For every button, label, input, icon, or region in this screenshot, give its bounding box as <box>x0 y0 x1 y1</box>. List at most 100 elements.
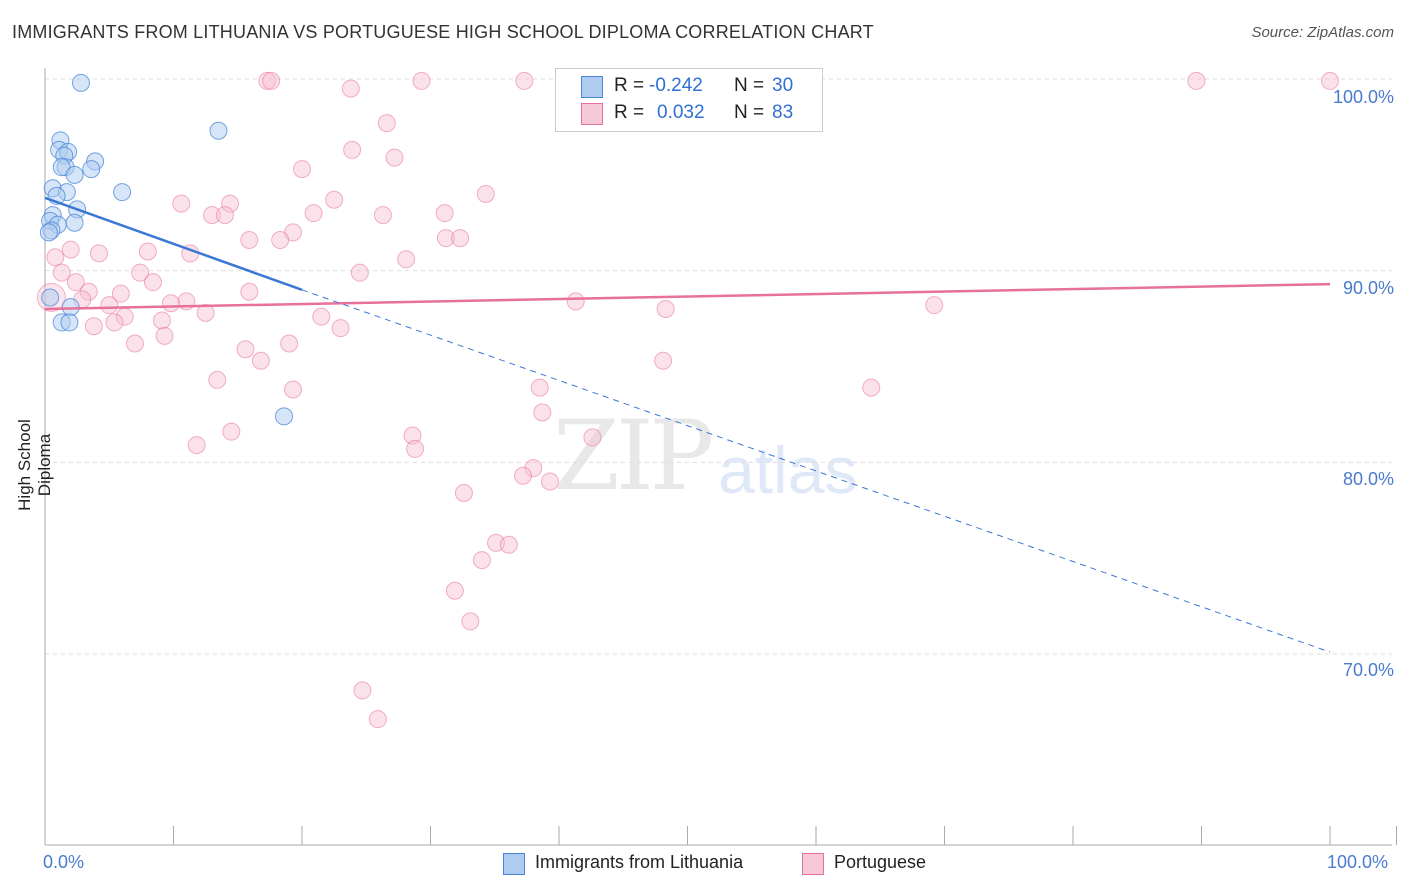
portuguese-point <box>412 71 431 90</box>
chart-title: IMMIGRANTS FROM LITHUANIA VS PORTUGUESE … <box>12 22 874 42</box>
legend-n-value: 83 <box>772 102 794 123</box>
portuguese-point <box>280 334 299 353</box>
portuguese-point <box>533 403 552 422</box>
portuguese-point <box>368 710 387 729</box>
portuguese-point <box>258 71 277 90</box>
lithuania-trend-line <box>44 196 303 292</box>
portuguese-point <box>397 250 416 269</box>
portuguese-point <box>271 231 290 249</box>
portuguese-point <box>499 535 518 554</box>
y-tick-label-90: 90.0% <box>1342 278 1394 298</box>
portuguese-point <box>61 240 80 259</box>
portuguese-point <box>152 311 171 330</box>
legend-r-label: R = <box>614 75 645 96</box>
grid-lines <box>45 78 1392 655</box>
lithuania-points <box>39 73 294 426</box>
portuguese-point <box>524 459 543 478</box>
lithuania-point <box>113 183 132 202</box>
portuguese-point <box>1187 71 1206 90</box>
portuguese-point <box>187 436 206 455</box>
portuguese-point <box>125 334 144 353</box>
bottom-legend-swatch-lithuania <box>503 853 525 875</box>
portuguese-point <box>221 194 240 213</box>
portuguese-point <box>196 303 215 322</box>
lithuania-point <box>61 298 80 317</box>
x-tick-label-max: 100.0% <box>1327 852 1389 872</box>
portuguese-point <box>353 681 372 700</box>
lithuania-point <box>82 160 101 179</box>
portuguese-point <box>862 378 881 397</box>
portuguese-point <box>215 206 234 225</box>
portuguese-point <box>143 273 162 292</box>
portuguese-point <box>472 551 491 570</box>
trend-lines <box>44 196 1331 653</box>
portuguese-point <box>66 273 85 292</box>
portuguese-point <box>406 439 425 458</box>
x-tick-label-min: 0.0% <box>43 852 85 872</box>
portuguese-point <box>373 206 392 225</box>
lithuania-point <box>65 165 84 184</box>
portuguese-point <box>583 428 602 447</box>
portuguese-point <box>111 284 130 303</box>
portuguese-point <box>203 206 222 225</box>
portuguese-point <box>445 581 464 600</box>
legend-r-label: R = <box>614 102 645 123</box>
portuguese-point <box>403 426 422 445</box>
portuguese-point <box>105 313 124 332</box>
portuguese-point <box>925 296 944 315</box>
legend-n-value: 30 <box>772 75 794 96</box>
portuguese-point <box>293 160 311 179</box>
lithuania-point <box>41 288 60 307</box>
legend-r-value: -0.242 <box>649 75 703 96</box>
legend-swatch-blue <box>581 76 603 98</box>
portuguese-point <box>341 79 360 98</box>
source-label: Source: ZipAtlas.com <box>1251 24 1394 41</box>
portuguese-point <box>131 263 150 282</box>
portuguese-point <box>304 204 323 223</box>
portuguese-points <box>36 71 1339 729</box>
portuguese-point <box>514 466 533 485</box>
lithuania-point <box>39 223 58 242</box>
lithuania-point <box>275 407 294 426</box>
portuguese-point <box>343 140 362 159</box>
y-axis-label: High School Diploma <box>15 419 54 511</box>
portuguese-point <box>1321 71 1339 90</box>
legend-n-label: N = <box>734 102 765 123</box>
portuguese-point <box>515 71 534 90</box>
portuguese-point <box>208 370 227 389</box>
portuguese-point <box>312 307 331 326</box>
portuguese-point <box>284 380 303 399</box>
portuguese-point <box>236 340 255 359</box>
portuguese-point <box>138 242 157 261</box>
portuguese-point <box>325 190 344 209</box>
stats-legend: R = -0.242 N = 30 R = 0.032 N = 83 <box>555 68 823 132</box>
watermark-atlas: atlas <box>718 433 858 507</box>
portuguese-point <box>79 282 98 301</box>
watermark-zip: ZIP <box>553 400 714 512</box>
bottom-legend-lithuania: Immigrants from Lithuania <box>535 852 744 872</box>
portuguese-point <box>541 472 560 491</box>
portuguese-trend-line <box>44 282 1331 311</box>
bottom-legend-portuguese: Portuguese <box>834 852 927 872</box>
y-tick-label-80: 80.0% <box>1342 469 1394 489</box>
portuguese-point <box>350 263 369 282</box>
portuguese-point <box>161 294 180 313</box>
portuguese-point <box>656 300 675 318</box>
y-tick-label-100: 100.0% <box>1332 87 1394 107</box>
portuguese-point <box>454 484 473 502</box>
legend-r-value: 0.032 <box>657 102 705 123</box>
portuguese-point <box>84 317 103 336</box>
lithuania-point <box>71 73 90 92</box>
portuguese-point <box>385 148 404 167</box>
portuguese-point <box>100 296 119 315</box>
portuguese-point <box>331 319 350 338</box>
portuguese-point <box>172 194 191 213</box>
portuguese-point <box>46 248 65 267</box>
portuguese-point <box>89 244 108 263</box>
portuguese-point <box>262 71 281 90</box>
legend-n-label: N = <box>734 75 765 96</box>
portuguese-point <box>377 114 396 133</box>
portuguese-point <box>155 326 174 345</box>
lithuania-point <box>65 213 84 232</box>
